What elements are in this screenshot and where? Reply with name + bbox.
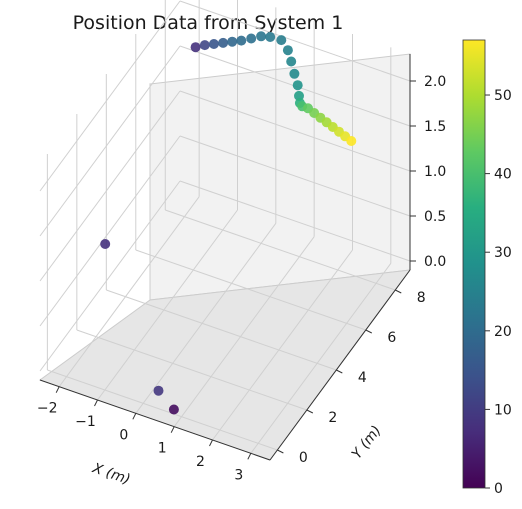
colorbar-tick-label: 20	[494, 324, 512, 340]
z-tick-label: 2.0	[424, 74, 446, 90]
y-axis-label: Y (m)	[349, 423, 385, 462]
x-tick-label: 0	[119, 427, 128, 443]
scatter-point	[286, 56, 297, 67]
z-grid-line	[39, 0, 181, 192]
scatter-point	[100, 239, 111, 249]
colorbar-ticks: 0 10 20 30 40 50	[485, 88, 512, 497]
x-tick-mark	[55, 386, 60, 393]
y-tick-label: 4	[358, 370, 367, 386]
y-tick-mark	[395, 289, 402, 294]
z-grid-line	[179, 0, 411, 82]
scatter-point	[246, 33, 257, 44]
z-tick-label: 0.0	[424, 254, 446, 270]
y-grid-line	[106, 289, 337, 371]
chart-title: Position Data from System 1	[73, 12, 344, 34]
z-grid-line	[179, 135, 411, 217]
scatter-point	[282, 45, 293, 56]
yz-back-pane	[149, 53, 411, 301]
scatter-point	[190, 42, 201, 53]
z-grid-line	[179, 90, 411, 172]
x-tick-mark	[94, 399, 98, 407]
colorbar-tick-label: 10	[494, 402, 512, 418]
scatter-point	[153, 385, 164, 396]
colorbar-tick-label: 0	[494, 481, 503, 497]
y-tick-label: 6	[387, 330, 396, 346]
x-grid-line	[97, 209, 238, 401]
grid-lines	[39, 0, 411, 454]
scatter-points	[100, 31, 357, 415]
z-tick-label: 1.0	[424, 164, 446, 180]
z-grid-line	[179, 180, 411, 262]
y-tick-label: 8	[417, 290, 426, 306]
y-grid-line	[135, 249, 366, 331]
colorbar-tick-label: 40	[494, 167, 512, 183]
y-tick-label: 2	[328, 410, 337, 426]
x-grid-line	[173, 236, 315, 427]
scatter-point	[346, 136, 357, 146]
colorbar-tick-label: 50	[494, 88, 512, 104]
scatter-point	[289, 68, 300, 79]
y-axis-line	[269, 269, 411, 461]
y-tick-mark	[277, 449, 284, 454]
y-grid-line	[165, 209, 396, 291]
y-tick-label: 0	[299, 450, 308, 466]
x-axis-label: X (m)	[89, 460, 132, 488]
z-tick-label: 1.5	[424, 119, 446, 135]
y-grid-line	[76, 329, 308, 411]
y-tick-mark	[365, 329, 373, 334]
y-tick-mark	[306, 409, 314, 414]
x-grid-line	[250, 263, 392, 454]
x-grid-line	[58, 196, 200, 387]
y-tick-mark	[336, 369, 343, 374]
x-tick-mark	[170, 426, 175, 433]
x-tick-mark	[247, 453, 252, 460]
scatter-point	[208, 39, 219, 49]
y-grid-line	[47, 369, 278, 451]
x-tick-label: 3	[234, 467, 243, 483]
z-grid-line	[39, 90, 181, 282]
scatter-point	[236, 35, 247, 46]
scatter-point	[276, 35, 287, 46]
x-tick-label: 1	[158, 441, 167, 457]
axis-ticks: −2 −1 0 1 2 3 0 2 4 6 8 0.0 0.5 1.0 1.5 2.0	[37, 74, 446, 483]
x-axis-line	[39, 379, 271, 461]
scatter-point	[292, 80, 303, 91]
x-tick-mark	[132, 413, 137, 420]
z-grid-line	[39, 135, 181, 327]
x-tick-label: 2	[196, 454, 205, 470]
z-grid-line	[39, 45, 181, 237]
scatter-point	[168, 404, 179, 415]
x-tick-mark	[209, 439, 213, 447]
colorbar	[462, 39, 486, 489]
colorbar-tick-label: 30	[494, 245, 512, 261]
scatter-point	[265, 32, 276, 42]
scatter-point	[218, 37, 229, 48]
scatter-point	[227, 36, 238, 47]
x-grid-line	[135, 223, 277, 414]
z-grid-line	[39, 180, 181, 372]
scatter-point	[199, 40, 210, 51]
x-tick-label: −2	[37, 401, 58, 417]
x-grid-line	[212, 249, 353, 441]
scatter-point	[256, 31, 267, 42]
x-tick-label: −1	[75, 414, 96, 430]
z-tick-label: 0.5	[424, 209, 446, 225]
